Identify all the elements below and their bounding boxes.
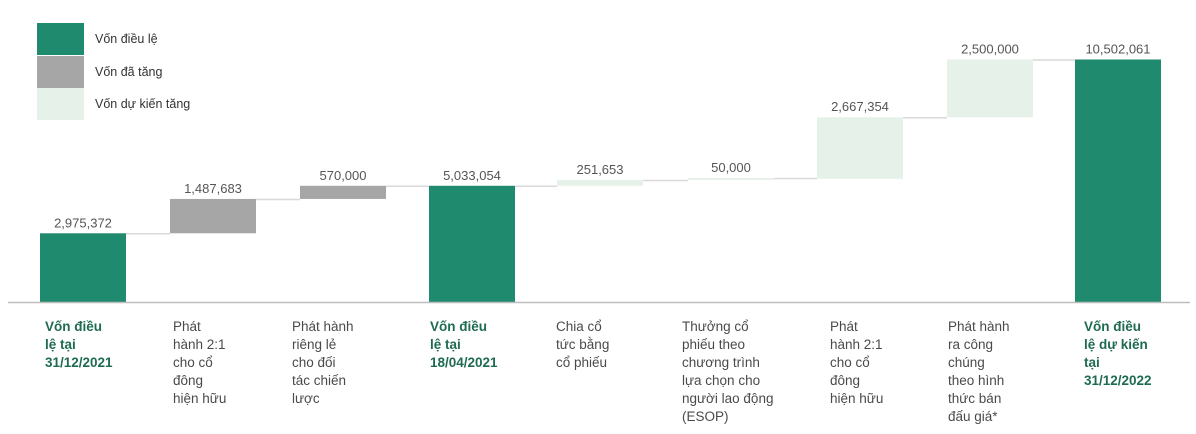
value-label: 50,000 xyxy=(711,160,751,175)
category-label-line: lược xyxy=(292,391,320,406)
legend-label: Vốn điều lệ xyxy=(95,32,158,46)
category-label-line: theo hình xyxy=(948,373,1005,388)
category-label-line: hiện hữu xyxy=(173,391,227,406)
category-label-line: Thưởng cổ xyxy=(682,319,749,334)
value-label: 2,500,000 xyxy=(961,41,1019,56)
value-label: 5,033,054 xyxy=(443,168,501,183)
category-label-line: lựa chọn cho xyxy=(682,373,761,388)
bar-total xyxy=(429,185,515,302)
category-label-line: đông xyxy=(830,373,861,388)
category-label-line: 31/12/2021 xyxy=(45,355,113,370)
category-label-line: hành 2:1 xyxy=(173,337,226,352)
category-label: Thưởng cổ phiếu theo chương trình lựa chọn … xyxy=(682,318,782,426)
legend-label: Vốn dự kiến tăng xyxy=(95,97,190,111)
category-label-line: chương trình xyxy=(682,355,760,370)
category-label: Phát hành 2:1 cho cổ đông hiện hữu xyxy=(830,318,930,408)
category-label-line: 31/12/2022 xyxy=(1084,373,1152,388)
category-label-line: tức bằng xyxy=(556,337,610,352)
category-label-line: cổ phiếu xyxy=(556,355,608,370)
bar-planned xyxy=(947,59,1033,118)
bar-planned xyxy=(557,179,643,186)
category-label-line: lệ tại xyxy=(430,337,461,352)
legend-swatch xyxy=(37,56,84,88)
category-label: Phát hành riêng lẻ cho đối tác chiến lược xyxy=(292,318,392,408)
legend-label: Vốn đã tăng xyxy=(95,65,162,79)
category-label-line: riêng lẻ xyxy=(292,337,337,352)
category-label-line: Phát hành xyxy=(292,319,354,334)
category-label-line: Phát xyxy=(173,319,201,334)
category-label-line: Vốn điều xyxy=(1084,319,1141,334)
bar-total xyxy=(1075,59,1161,302)
category-label-line: lệ tại xyxy=(45,337,76,352)
category-label-line: lệ dự kiến xyxy=(1084,337,1148,352)
value-label: 251,653 xyxy=(577,162,624,177)
bars xyxy=(40,59,1161,302)
bar-planned xyxy=(688,177,774,180)
category-label-line: Phát xyxy=(830,319,858,334)
category-label: Phát hành 2:1 cho cổ đông hiện hữu xyxy=(173,318,273,408)
category-label-line: tại xyxy=(1084,355,1100,370)
category-label-line: Phát hành xyxy=(948,319,1010,334)
legend-swatch xyxy=(37,88,84,120)
category-label-line: đông xyxy=(173,373,204,388)
bar-total xyxy=(40,233,126,302)
legend-swatch xyxy=(37,23,84,55)
category-label-line: Vốn điều xyxy=(45,319,102,334)
category-label-line: (ESOP) xyxy=(682,409,729,424)
category-label-line: Chia cổ xyxy=(556,319,602,334)
category-label-line: hành 2:1 xyxy=(830,337,883,352)
category-label-line: chúng xyxy=(948,355,985,370)
category-label-line: 18/04/2021 xyxy=(430,355,498,370)
category-label-line: người lao động xyxy=(682,391,774,406)
category-label-line: ra công xyxy=(948,337,994,352)
category-label-line: cho đối xyxy=(292,355,336,370)
value-label: 2,975,372 xyxy=(54,215,112,230)
bar-increase xyxy=(300,185,386,199)
bar-increase xyxy=(170,198,256,234)
category-label: Vốn điều lệ dự kiến tại 31/12/2022 xyxy=(1084,318,1184,390)
category-label-line: cho cổ xyxy=(173,355,213,370)
value-label: 10,502,061 xyxy=(1085,41,1150,56)
category-label-line: hiện hữu xyxy=(830,391,884,406)
category-label: Chia cổ tức bằng cổ phiếu xyxy=(556,318,656,372)
category-label-line: đấu giá* xyxy=(948,409,998,424)
bar-planned xyxy=(817,117,903,179)
category-label: Vốn điều lệ tại 31/12/2021 xyxy=(45,318,145,372)
category-label: Phát hành ra công chúng theo hình thức bán đấ… xyxy=(948,318,1048,426)
category-label-line: cho cổ xyxy=(830,355,870,370)
category-label-line: Vốn điều xyxy=(430,319,487,334)
category-label-line: thức bán xyxy=(948,391,1002,406)
category-label-line: tác chiến xyxy=(292,373,347,388)
connector-lines xyxy=(126,59,1075,235)
legend: Vốn điều lệ Vốn đã tăng Vốn dự kiến tăng xyxy=(37,23,190,120)
value-label: 2,667,354 xyxy=(831,99,889,114)
value-label: 1,487,683 xyxy=(184,181,242,196)
category-label: Vốn điều lệ tại 18/04/2021 xyxy=(430,318,530,372)
category-label-line: phiếu theo xyxy=(682,337,746,352)
value-labels: 2,975,372 1,487,683 570,000 5,033,054 251,65… xyxy=(54,41,1150,230)
value-label: 570,000 xyxy=(320,168,367,183)
